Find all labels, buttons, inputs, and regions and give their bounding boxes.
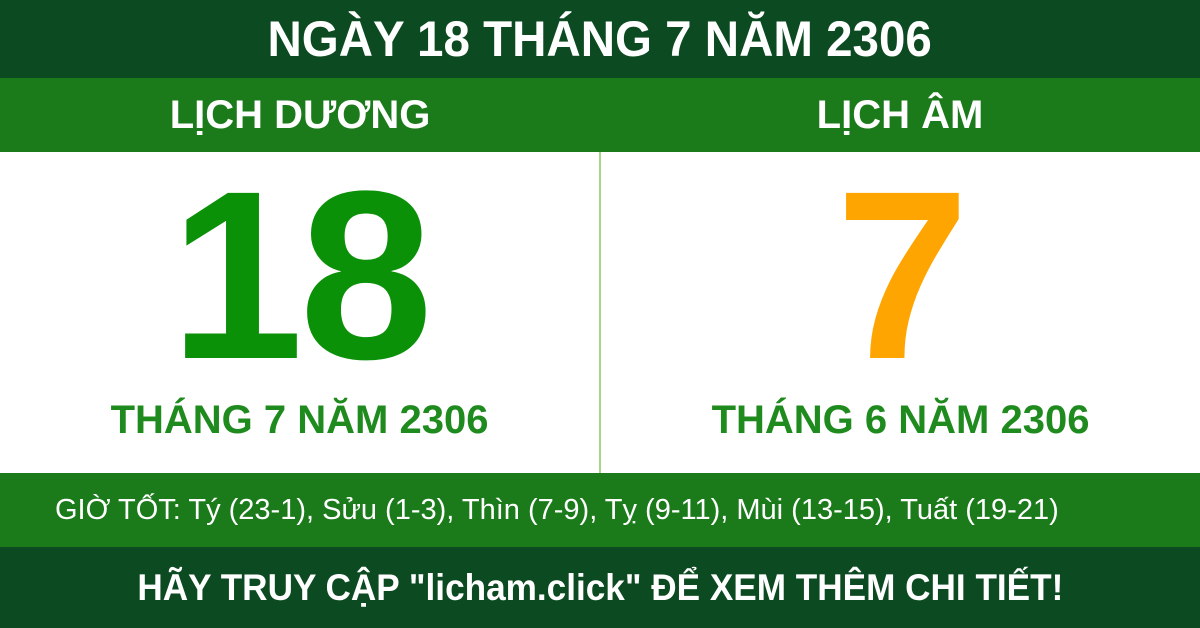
tab-solar-calendar: LỊCH DƯƠNG: [0, 78, 600, 152]
calendar-panels: 18 THÁNG 7 NĂM 2306 7 THÁNG 6 NĂM 2306: [0, 152, 1200, 473]
lunar-month-year-label: THÁNG 6 NĂM 2306: [711, 398, 1090, 442]
date-header-title: NGÀY 18 THÁNG 7 NĂM 2306: [267, 11, 933, 67]
lunar-panel: 7 THÁNG 6 NĂM 2306: [601, 152, 1200, 473]
lunar-day-number: 7: [835, 141, 969, 409]
tab-solar-calendar-label: LỊCH DƯƠNG: [169, 92, 431, 137]
good-hours-bar: GIỜ TỐT: Tý (23-1), Sửu (1-3), Thìn (7-9…: [0, 473, 1200, 547]
lunar-day-wrap: 7: [835, 141, 969, 409]
calendar-type-bar: LỊCH DƯƠNG LỊCH ÂM: [0, 78, 1200, 152]
footer-cta-bar: HÃY TRUY CẬP "licham.click" ĐỂ XEM THÊM …: [0, 547, 1200, 628]
solar-panel: 18 THÁNG 7 NĂM 2306: [0, 152, 599, 473]
tab-lunar-calendar-label: LỊCH ÂM: [816, 92, 984, 137]
solar-month-year-label: THÁNG 7 NĂM 2306: [110, 398, 489, 442]
solar-day-number: 18: [170, 141, 433, 409]
panel-divider: [599, 152, 601, 473]
solar-day-wrap: 18: [170, 141, 433, 409]
date-header-bar: NGÀY 18 THÁNG 7 NĂM 2306: [0, 0, 1200, 78]
tab-lunar-calendar: LỊCH ÂM: [600, 78, 1200, 152]
good-hours-text: GIỜ TỐT: Tý (23-1), Sửu (1-3), Thìn (7-9…: [55, 493, 1059, 526]
footer-cta-text: HÃY TRUY CẬP "licham.click" ĐỂ XEM THÊM …: [137, 566, 1063, 608]
